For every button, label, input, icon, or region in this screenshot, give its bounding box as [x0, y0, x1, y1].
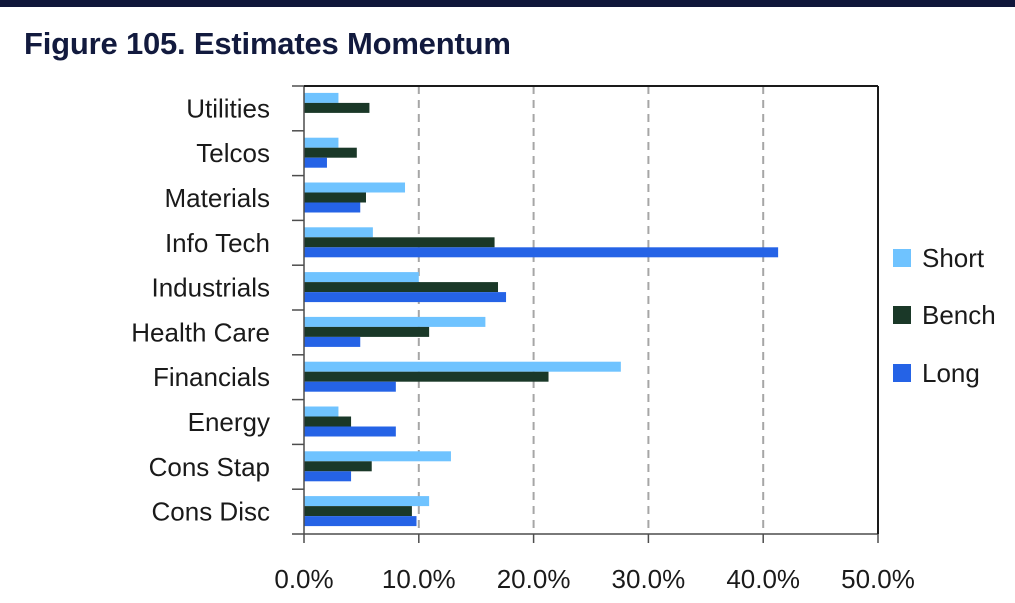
- category-label: Health Care: [131, 317, 270, 347]
- legend-label-bench: Bench: [922, 300, 996, 330]
- bar-long-cons-stap: [304, 471, 352, 482]
- bar-short-cons-stap: [304, 451, 451, 462]
- bar-long-financials: [304, 381, 396, 392]
- bar-short-financials: [304, 361, 621, 372]
- category-label: Materials: [165, 183, 270, 213]
- bar-short-industrials: [304, 272, 419, 283]
- bar-short-health-care: [304, 316, 486, 327]
- bar-short-telcos: [304, 137, 339, 148]
- category-label: Info Tech: [165, 228, 270, 258]
- category-label: Cons Stap: [149, 452, 270, 482]
- bar-long-telcos: [304, 157, 327, 168]
- bar-long-info-tech: [304, 247, 779, 258]
- bar-bench-cons-stap: [304, 461, 372, 472]
- bar-bench-financials: [304, 371, 549, 382]
- legend-swatch-long: [893, 364, 911, 382]
- x-tick-label: 10.0%: [382, 564, 456, 594]
- bar-bench-info-tech: [304, 237, 495, 248]
- bar-short-energy: [304, 406, 339, 417]
- bar-bench-health-care: [304, 326, 430, 337]
- bars: [304, 92, 779, 527]
- bar-bench-cons-disc: [304, 506, 412, 517]
- bar-long-cons-disc: [304, 516, 417, 527]
- bar-long-energy: [304, 426, 396, 437]
- top-rule: [0, 0, 1015, 7]
- bar-short-utilities: [304, 92, 339, 103]
- category-label: Telcos: [196, 138, 270, 168]
- x-tick-label: 30.0%: [612, 564, 686, 594]
- x-tick-label: 20.0%: [497, 564, 571, 594]
- bar-long-industrials: [304, 292, 507, 303]
- x-tick-labels: 0.0% 10.0% 20.0% 30.0% 40.0% 50.0%: [274, 564, 915, 594]
- category-label: Cons Disc: [152, 497, 270, 527]
- bar-long-health-care: [304, 336, 361, 347]
- bar-bench-energy: [304, 416, 352, 427]
- bar-short-cons-disc: [304, 496, 430, 507]
- legend-label-long: Long: [922, 358, 980, 388]
- axes: [292, 85, 879, 543]
- bar-short-info-tech: [304, 227, 373, 238]
- bar-bench-materials: [304, 192, 366, 203]
- x-tick-label: 0.0%: [274, 564, 333, 594]
- bar-bench-industrials: [304, 282, 499, 293]
- category-label: Utilities: [186, 93, 270, 123]
- x-tick-label: 50.0%: [841, 564, 915, 594]
- legend-swatch-bench: [893, 306, 911, 324]
- category-label: Energy: [188, 407, 270, 437]
- bar-bench-telcos: [304, 147, 357, 158]
- figure-title: Figure 105. Estimates Momentum: [24, 26, 511, 61]
- bar-bench-utilities: [304, 102, 370, 113]
- grid-lines: [417, 86, 765, 534]
- x-tick-label: 40.0%: [726, 564, 800, 594]
- category-label: Financials: [153, 362, 270, 392]
- category-label: Industrials: [152, 273, 271, 303]
- legend-swatch-short: [893, 249, 911, 267]
- bar-short-materials: [304, 182, 406, 193]
- legend: Short Bench Long: [893, 243, 996, 388]
- bar-long-materials: [304, 202, 361, 213]
- category-labels: Utilities Telcos Materials Info Tech Industr…: [131, 93, 270, 526]
- legend-label-short: Short: [922, 243, 985, 273]
